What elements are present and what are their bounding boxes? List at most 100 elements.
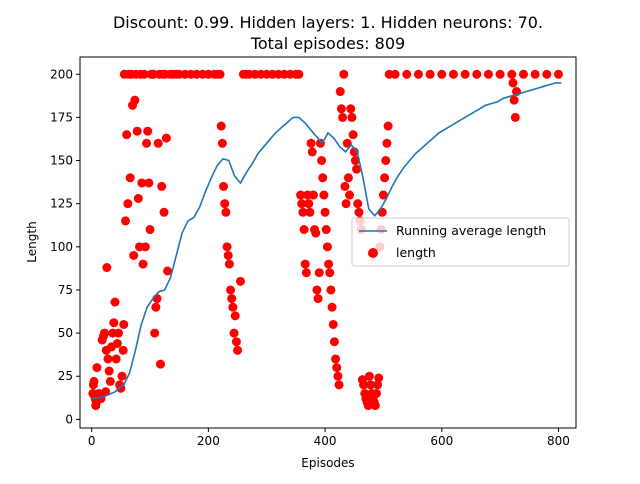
length-point <box>349 147 359 157</box>
legend: Running average length length <box>351 217 570 267</box>
length-point <box>145 225 155 235</box>
length-point <box>226 285 236 295</box>
length-point <box>425 69 435 79</box>
length-point <box>332 363 342 373</box>
length-point <box>324 259 334 269</box>
length-point <box>306 138 316 148</box>
length-point <box>348 130 358 140</box>
length-point <box>373 380 383 390</box>
length-point <box>350 156 360 166</box>
y-tick-label: 200 <box>50 67 73 81</box>
x-tick-label: 800 <box>547 434 570 448</box>
length-point <box>345 190 355 200</box>
length-point <box>229 328 239 338</box>
length-point <box>305 207 315 217</box>
length-point <box>334 380 344 390</box>
length-point <box>104 366 114 376</box>
length-point <box>328 319 338 329</box>
length-point <box>153 138 163 148</box>
length-point <box>313 294 323 304</box>
length-point <box>338 112 348 122</box>
length-point <box>382 138 392 148</box>
x-axis-label: Episodes <box>301 456 354 470</box>
length-point <box>472 69 482 79</box>
length-point <box>319 190 329 200</box>
length-point <box>352 164 362 174</box>
length-point <box>327 302 337 312</box>
length-point <box>143 126 153 136</box>
length-point <box>102 263 112 273</box>
x-tick-label: 0 <box>88 434 96 448</box>
length-point <box>353 199 363 209</box>
length-point <box>216 121 226 131</box>
chart-title-line2: Total episodes: 809 <box>250 34 405 53</box>
length-point <box>219 181 229 191</box>
length-point <box>297 199 307 209</box>
y-tick-label: 25 <box>58 369 73 383</box>
length-point <box>460 69 470 79</box>
y-tick-label: 125 <box>50 197 73 211</box>
length-point <box>105 376 115 386</box>
length-point <box>223 250 233 260</box>
length-point <box>122 130 132 140</box>
length-point <box>156 359 166 369</box>
length-point <box>364 371 374 381</box>
length-point <box>518 69 528 79</box>
length-point <box>161 133 171 143</box>
length-point <box>231 337 241 347</box>
length-point <box>233 345 243 355</box>
length-point <box>390 69 400 79</box>
length-point <box>308 190 318 200</box>
length-point <box>318 173 328 183</box>
length-point <box>339 69 349 79</box>
length-point <box>294 69 304 79</box>
length-point <box>378 190 388 200</box>
length-point <box>370 401 380 411</box>
length-point <box>217 138 227 148</box>
length-point <box>300 259 310 269</box>
legend-dot-swatch <box>368 248 378 258</box>
length-point <box>150 328 160 338</box>
length-point <box>137 178 147 188</box>
length-point <box>121 216 131 226</box>
length-point <box>413 69 423 79</box>
length-point <box>228 302 238 312</box>
length-point <box>340 181 350 191</box>
legend-box <box>351 217 570 267</box>
length-point <box>380 173 390 183</box>
plot-frame <box>79 56 577 429</box>
length-point <box>144 178 154 188</box>
length-point <box>92 363 102 373</box>
axis-ticks: 0 200 400 600 800 0 25 50 75 100 125 150 175 200 <box>50 67 570 448</box>
length-point <box>112 338 122 348</box>
length-point <box>132 126 142 136</box>
length-point <box>346 104 356 114</box>
length-point <box>311 228 321 238</box>
length-point <box>326 285 336 295</box>
length-point <box>118 345 128 355</box>
length-point <box>402 69 412 79</box>
length-point <box>320 207 330 217</box>
length-point <box>366 380 376 390</box>
length-point <box>139 69 149 79</box>
length-point <box>129 250 139 260</box>
length-point <box>325 268 335 278</box>
length-point <box>230 311 240 321</box>
y-tick-label: 75 <box>58 283 73 297</box>
length-point <box>125 173 135 183</box>
y-tick-label: 0 <box>65 412 73 426</box>
running-average-line <box>91 82 562 400</box>
length-point <box>383 121 393 131</box>
length-point <box>151 302 161 312</box>
y-tick-label: 175 <box>50 110 73 124</box>
chart-title-line1: Discount: 0.99. Hidden layers: 1. Hidden… <box>113 13 543 32</box>
length-point <box>377 207 387 217</box>
length-point <box>448 69 458 79</box>
length-point <box>130 95 140 105</box>
y-tick-label: 150 <box>50 154 73 168</box>
length-point <box>437 69 447 79</box>
length-point <box>347 112 357 122</box>
length-point <box>103 354 113 364</box>
length-point <box>140 242 150 252</box>
length-point <box>298 207 308 217</box>
